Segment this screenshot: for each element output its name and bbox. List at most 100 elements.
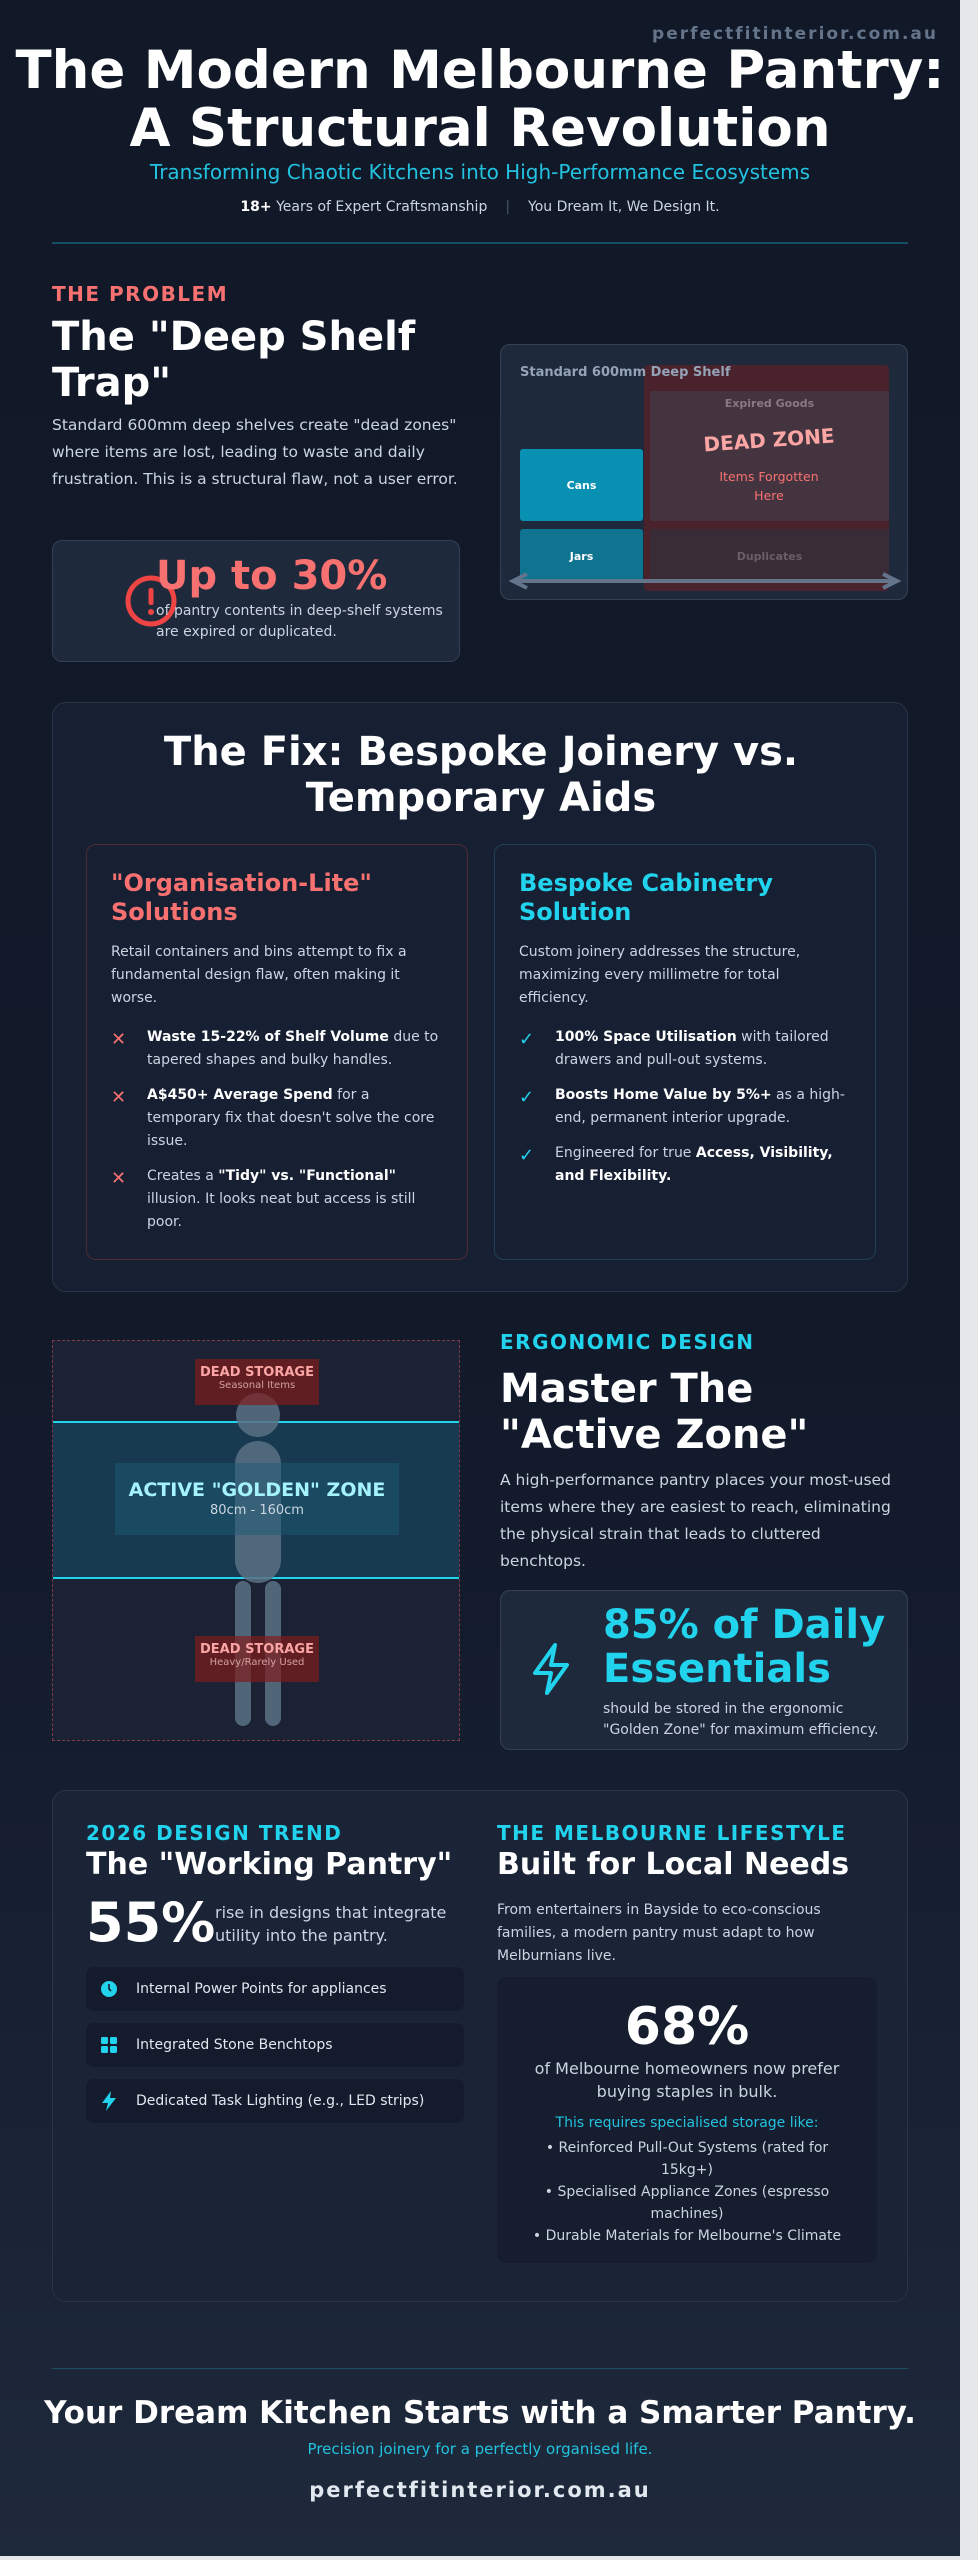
bespoke-title: Bespoke Cabinetry Solution [519,869,774,926]
item-bold: A$450+ Average Spend [147,1087,333,1103]
list-item: ✕ A$450+ Average Spend for a temporary fi… [111,1084,443,1153]
ergonomic-stat-card: 85% of Daily Essentials should be stored… [500,1590,908,1750]
storage-item: • Specialised Appliance Zones (espresso … [544,2184,830,2222]
item-text: as a high-end, permanent interior upgrad… [555,1087,845,1126]
check-icon: ✓ [519,1029,535,1050]
fix-section: The Fix: Bespoke Joinery vs. Temporary A… [52,702,908,1292]
title-line-2: A Structural Revolution [129,98,831,159]
feature-item: Integrated Stone Benchtops [86,2023,464,2067]
grid-icon [100,2036,118,2054]
storage-item: • Durable Materials for Melbourne's Clim… [532,2228,842,2244]
golden-zone-title: ACTIVE "GOLDEN" ZONE [128,1479,386,1501]
feature-item: Dedicated Task Lighting (e.g., LED strip… [86,2079,464,2123]
organisation-lite-card: "Organisation-Lite" Solutions Retail con… [86,844,468,1260]
footer-divider [52,2368,908,2369]
trend-features: Internal Power Points for appliances Inte… [86,1967,464,2135]
footer-sub: Precision joinery for a perfectly organi… [307,2440,653,2458]
ergonomic-heading-line-2: "Active Zone" [500,1412,809,1458]
ergonomic-body: A high-performance pantry places your mo… [500,1471,891,1570]
page-subtitle: Transforming Chaotic Kitchens into High-… [149,160,811,184]
list-item: ✕ Creates a "Tidy" vs. "Functional" illus… [111,1165,443,1234]
divider [52,242,908,244]
x-icon: ✕ [111,1087,127,1108]
cans-block: Cans [520,449,643,521]
lifestyle-stat-text: of Melbourne homeowners now prefer buyin… [534,2059,840,2101]
page-title: The Modern Melbourne Pantry: A Structural… [0,42,960,158]
feature-text: Dedicated Task Lighting (e.g., LED strip… [136,2093,425,2109]
item-text: due to tapered shapes and bulky handles. [147,1029,439,1068]
item-text: illusion. It looks neat but access is st… [147,1191,416,1230]
lifestyle-requires: This requires specialised storage like: [555,2115,819,2131]
list-item: ✓ Boosts Home Value by 5%+ as a high-end,… [519,1084,851,1130]
depth-arrow-icon [508,572,902,590]
problem-stat-text: of pantry contents in deep-shelf systems… [156,603,443,640]
list-item-text: 100% Space Utilisation with tailored dra… [555,1026,851,1072]
footer-url[interactable]: perfectfitinterior.com.au [309,2478,651,2502]
dead-storage-bottom: DEAD STORAGE Heavy/Rarely Used [195,1636,319,1682]
site-url[interactable]: perfectfitinterior.com.au [652,24,938,44]
trend-heading: The "Working Pantry" [86,1847,453,1882]
problem-body: Standard 600mm deep shelves create "dead… [52,416,458,488]
ergonomic-stat-text: should be stored in the ergonomic "Golde… [603,1701,879,1738]
item-bold: "Tidy" vs. "Functional" [218,1168,396,1184]
footer-heading: Your Dream Kitchen Starts with a Smarter… [44,2395,916,2431]
trend-lifestyle-section: 2026 DESIGN TREND The "Working Pantry" 5… [52,1790,908,2302]
item-bold: Boosts Home Value by 5%+ [555,1087,772,1103]
deep-shelf-diagram: Standard 600mm Deep Shelf Cans Jars Expi… [500,344,908,600]
trend-label: 2026 DESIGN TREND [86,1821,343,1845]
list-item-text: Waste 15-22% of Shelf Volume due to tape… [147,1026,443,1072]
ergonomic-heading-line-1: Master The [500,1366,754,1412]
lifestyle-body: From entertainers in Bayside to eco-cons… [497,1902,821,1964]
clock-icon [100,1980,118,1998]
x-icon: ✕ [111,1168,127,1189]
item-bold: Waste 15-22% of Shelf Volume [147,1029,389,1045]
dead-storage-bottom-sub: Heavy/Rarely Used [209,1657,305,1668]
x-icon: ✕ [111,1029,127,1050]
lifestyle-heading: Built for Local Needs [497,1847,850,1882]
lite-desc: Retail containers and bins attempt to fi… [111,944,407,1006]
item-text: for a temporary fix that doesn't solve t… [147,1087,435,1149]
lightning-bolt-icon [533,1643,569,1695]
jars-block: Jars [520,529,643,583]
lifestyle-stat-value: 68% [624,1997,750,2057]
list-item-text: A$450+ Average Spend for a temporary fix… [147,1084,443,1153]
problem-heading: The "Deep Shelf Trap" [52,314,416,406]
feature-item: Internal Power Points for appliances [86,1967,464,2011]
slogan: You Dream It, We Design It. [528,199,720,215]
problem-label: THE PROBLEM [52,282,229,306]
ergonomic-heading: Master The "Active Zone" [500,1366,808,1458]
list-item-text: Boosts Home Value by 5%+ as a high-end, … [555,1084,851,1130]
dead-storage-top-sub: Seasonal Items [218,1380,296,1391]
ergonomic-label: ERGONOMIC DESIGN [500,1330,755,1354]
item-text: with tailored drawers and pull-out syste… [555,1029,829,1068]
bespoke-card: Bespoke Cabinetry Solution Custom joiner… [494,844,876,1260]
bespoke-desc: Custom joinery addresses the structure, … [519,944,801,1006]
list-item: ✕ Waste 15-22% of Shelf Volume due to tap… [111,1026,443,1072]
check-icon: ✓ [519,1145,535,1166]
feature-text: Internal Power Points for appliances [136,1981,387,1997]
item-pre: Engineered for true [555,1145,696,1161]
list-item-text: Creates a "Tidy" vs. "Functional" illusi… [147,1165,443,1234]
trend-stat-value: 55% [86,1891,216,1954]
items-forgotten-label: Items Forgotten Here [719,469,819,503]
fix-heading: The Fix: Bespoke Joinery vs. Temporary A… [163,729,799,821]
lifestyle-stat-card: 68% of Melbourne homeowners now prefer b… [497,1977,877,2263]
dead-storage-top: DEAD STORAGE Seasonal Items [195,1359,319,1405]
expired-goods-block: Expired Goods [650,391,889,521]
item-bold: 100% Space Utilisation [555,1029,737,1045]
dead-storage-bottom-title: DEAD STORAGE [200,1642,314,1657]
lifestyle-label: THE MELBOURNE LIFESTYLE [497,1821,847,1845]
dead-storage-top-title: DEAD STORAGE [200,1365,314,1380]
problem-stat-card: Up to 30% of pantry contents in deep-she… [52,540,460,662]
years-value: 18+ [240,199,272,215]
golden-zone-label: ACTIVE "GOLDEN" ZONE 80cm - 160cm [115,1463,399,1535]
list-item-text: Engineered for true Access, Visibility, … [555,1142,851,1188]
tagline: 18+ Years of Expert Craftsmanship | You Dr… [0,199,960,215]
check-icon: ✓ [519,1087,535,1108]
duplicates-block: Duplicates [650,529,889,583]
storage-item: • Reinforced Pull-Out Systems (rated for… [545,2140,829,2178]
trend-stat-text: rise in designs that integrate utility i… [215,1903,447,1945]
active-zone-diagram: DEAD STORAGE Seasonal Items ACTIVE "GOLDE… [52,1340,460,1741]
alert-circle-icon [125,575,177,627]
lightning-icon [100,2091,118,2111]
